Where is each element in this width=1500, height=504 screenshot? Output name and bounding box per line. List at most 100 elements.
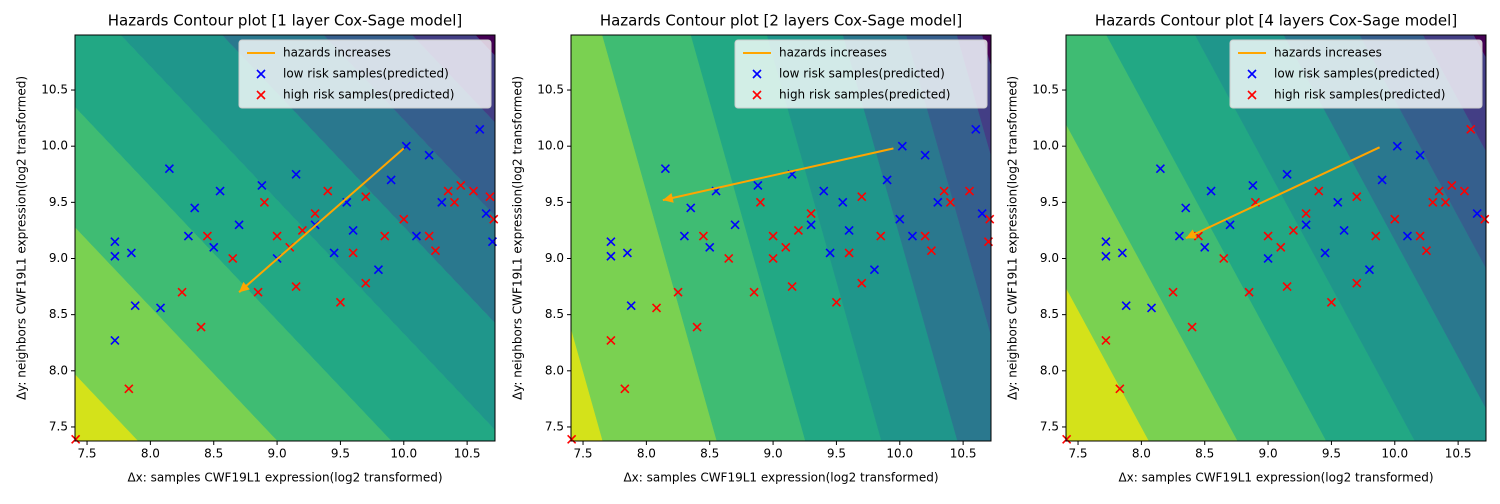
scatter-marker — [361, 192, 371, 202]
scatter-marker — [386, 175, 396, 185]
x-tick-label: 10.5 — [1445, 447, 1472, 461]
x-tick-label: 7.5 — [1068, 447, 1087, 461]
scatter-marker — [1466, 124, 1476, 134]
scatter-marker — [1320, 248, 1330, 258]
scatter-marker — [1248, 180, 1258, 191]
scatter-marker — [787, 282, 797, 292]
scatter-marker — [1115, 384, 1125, 394]
scatter-marker — [430, 246, 441, 256]
y-tick-label: 8.0 — [49, 363, 68, 377]
scatter-marker — [1472, 209, 1482, 219]
scatter-marker — [257, 180, 267, 191]
x-tick-label: 8.5 — [204, 447, 223, 461]
scatter-marker — [825, 248, 835, 258]
scatter-marker — [1352, 192, 1362, 202]
scatter-marker — [895, 214, 905, 224]
legend-box — [1229, 39, 1483, 109]
scatter-marker — [475, 124, 485, 134]
legend-swatch — [256, 69, 266, 79]
scatter-marker — [1101, 335, 1111, 346]
scatter-marker — [626, 301, 636, 311]
x-tick-label: 8.5 — [700, 447, 719, 461]
scatter-marker — [1415, 231, 1425, 241]
scatter-marker — [130, 301, 140, 311]
scatter-marker — [424, 231, 434, 241]
x-tick-label: 7.5 — [573, 447, 592, 461]
x-axis-label: Δx: samples CWF19L1 expression(log2 tran… — [1118, 471, 1433, 485]
panel: 7.5 8.0 8.5 9.0 9.5 10.0 10.5 7.5 8.0 8.5 9.0 9.5 10… — [511, 12, 995, 485]
panel: 7.5 8.0 8.5 9.0 9.5 10.0 10.5 7.5 8.0 8.5 9.0 9.5 10… — [15, 12, 499, 485]
legend-swatch — [1247, 69, 1257, 79]
y-axis-label: Δy: neighbors CWF19L1 expression(log2 tr… — [1006, 76, 1020, 400]
scatter-marker — [335, 297, 345, 307]
scatter-marker — [1181, 203, 1191, 213]
x-tick-label: 9.5 — [1322, 447, 1341, 461]
hazard-arrow — [662, 147, 894, 202]
x-tick-label: 10.5 — [454, 447, 481, 461]
scatter-marker — [920, 231, 930, 241]
scatter-marker — [749, 287, 759, 297]
scatter-marker — [882, 175, 892, 185]
scatter-marker — [679, 231, 689, 241]
y-tick-label: 10.5 — [537, 83, 564, 97]
scatter-marker — [1263, 253, 1273, 264]
y-tick-label: 10.0 — [41, 139, 68, 153]
y-tick-label: 8.0 — [1040, 363, 1059, 377]
arrow-head — [239, 281, 250, 293]
y-tick-label: 9.0 — [545, 251, 564, 265]
scatter-marker — [259, 197, 269, 207]
axes-frame — [74, 34, 496, 442]
scatter-marker — [1333, 197, 1343, 207]
scatter-marker — [1225, 220, 1235, 230]
legend-label: hazards increases — [1274, 46, 1382, 60]
y-tick-label: 8.5 — [545, 307, 564, 321]
legend-label: low risk samples(predicted) — [779, 67, 945, 81]
legend-label: high risk samples(predicted) — [779, 88, 950, 102]
scatter-marker — [945, 197, 956, 207]
axes-frame — [1065, 34, 1487, 442]
scatter-marker — [781, 242, 791, 252]
x-axis-label: Δx: samples CWF19L1 expression(log2 tran… — [127, 471, 442, 485]
scatter-marker — [1062, 434, 1072, 444]
y-tick-label: 10.0 — [1032, 139, 1059, 153]
hazard-arrow — [238, 147, 405, 293]
scatter-marker — [1339, 225, 1349, 235]
y-tick-label: 10.5 — [1032, 83, 1059, 97]
scatter-marker — [705, 242, 715, 252]
scatter-marker — [1415, 150, 1425, 160]
scatter-marker — [323, 186, 333, 196]
scatter-marker — [1371, 231, 1381, 241]
y-tick-label: 8.0 — [545, 363, 564, 377]
scatter-marker — [1288, 225, 1298, 235]
scatter-marker — [110, 251, 120, 261]
x-tick-label: 9.0 — [268, 447, 287, 461]
scatter-marker — [1352, 278, 1362, 288]
x-tick-label: 10.5 — [950, 447, 977, 461]
legend-swatch — [256, 90, 266, 100]
chart-title: Hazards Contour plot [2 layers Cox-Sage … — [600, 12, 962, 30]
scatter-marker — [755, 197, 765, 207]
scatter-marker — [686, 203, 696, 213]
scatter-marker — [692, 322, 702, 332]
scatter-marker — [793, 225, 803, 235]
x-tick-label: 10.0 — [886, 447, 913, 461]
y-tick-label: 7.5 — [49, 419, 68, 433]
legend-swatch — [1247, 90, 1257, 100]
scatter-marker — [411, 231, 422, 241]
scatter-marker — [844, 248, 854, 258]
x-tick-label: 8.0 — [1132, 447, 1151, 461]
y-axis-label: Δy: neighbors CWF19L1 expression(log2 tr… — [15, 76, 29, 400]
scatter-marker — [164, 164, 174, 174]
scatter-marker — [869, 265, 880, 275]
scatter-marker — [449, 197, 460, 207]
x-tick-label: 9.5 — [331, 447, 350, 461]
scatter-marker — [660, 164, 670, 174]
scatter-marker — [1117, 248, 1127, 258]
scatter-marker — [1155, 164, 1165, 174]
scatter-marker — [933, 197, 943, 207]
scatter-marker — [606, 237, 616, 247]
scatter-marker — [724, 253, 734, 264]
scatter-marker — [768, 231, 778, 241]
legend-label: high risk samples(predicted) — [283, 88, 454, 102]
scatter-marker — [1301, 209, 1311, 219]
